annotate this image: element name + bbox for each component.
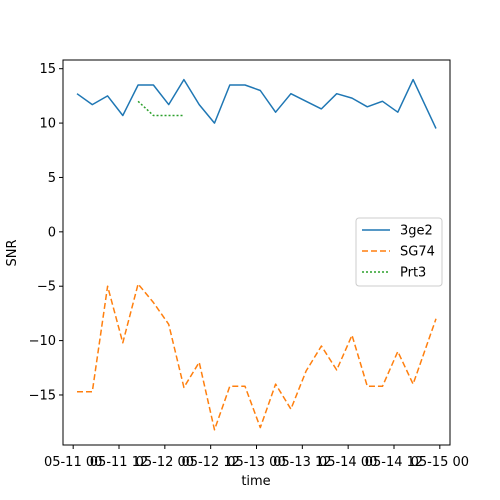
x-tick-label: 05-11 00 (44, 455, 102, 470)
x-tick-label: 05-11 12 (90, 455, 148, 470)
x-tick-label: 05-15 00 (411, 455, 469, 470)
plot-lines (76, 78, 437, 431)
series-line-sg74 (77, 283, 437, 431)
legend-label: Prt3 (400, 266, 426, 281)
x-tick-label: 05-14 12 (365, 455, 423, 470)
y-tick-label: −5 (37, 280, 56, 295)
y-tick-label: 15 (39, 62, 56, 77)
y-tick-label: −15 (29, 388, 56, 403)
legend-box (355, 217, 443, 287)
x-tick-label: 05-12 12 (181, 455, 239, 470)
x-tick-label: 05-14 00 (319, 455, 377, 470)
legend: 3ge2 SG74 Prt3 (355, 217, 443, 287)
x-tick-label: 05-13 00 (227, 455, 285, 470)
x-axis-label: time (241, 474, 270, 489)
y-axis-label: SNR (5, 239, 20, 266)
x-tick-label: 05-12 00 (136, 455, 194, 470)
y-tick-label: 10 (39, 117, 56, 132)
y-tick-label: 0 (48, 225, 56, 240)
y-tick-label: 5 (48, 171, 56, 186)
y-axis-ticks: 15 10 5 0 −5 −10 −15 (29, 62, 63, 403)
series-line-3ge2 (76, 78, 437, 129)
legend-label: SG74 (400, 245, 435, 260)
legend-label: 3ge2 (400, 224, 433, 239)
y-tick-label: −10 (29, 334, 56, 349)
series-line-prt3 (137, 100, 184, 117)
x-tick-label: 05-13 12 (273, 455, 331, 470)
